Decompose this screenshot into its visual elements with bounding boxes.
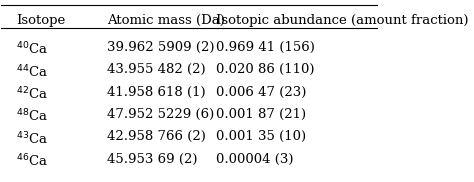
Text: 0.001 35 (10): 0.001 35 (10) xyxy=(216,130,306,143)
Text: 43.955 482 (2): 43.955 482 (2) xyxy=(107,63,206,76)
Text: Isotope: Isotope xyxy=(17,14,66,27)
Text: 39.962 5909 (2): 39.962 5909 (2) xyxy=(107,41,214,54)
Text: $^{44}$Ca: $^{44}$Ca xyxy=(17,63,48,80)
Text: 0.020 86 (110): 0.020 86 (110) xyxy=(216,63,315,76)
Text: 45.953 69 (2): 45.953 69 (2) xyxy=(107,153,197,166)
Text: 0.969 41 (156): 0.969 41 (156) xyxy=(216,41,315,54)
Text: $^{42}$Ca: $^{42}$Ca xyxy=(17,86,48,102)
Text: 0.001 87 (21): 0.001 87 (21) xyxy=(216,108,306,121)
Text: 41.958 618 (1): 41.958 618 (1) xyxy=(107,86,206,99)
Text: $^{43}$Ca: $^{43}$Ca xyxy=(17,130,48,147)
Text: 47.952 5229 (6): 47.952 5229 (6) xyxy=(107,108,214,121)
Text: Isotopic abundance (amount fraction): Isotopic abundance (amount fraction) xyxy=(216,14,469,27)
Text: $^{46}$Ca: $^{46}$Ca xyxy=(17,153,48,169)
Text: $^{40}$Ca: $^{40}$Ca xyxy=(17,41,48,57)
Text: $^{48}$Ca: $^{48}$Ca xyxy=(17,108,48,125)
Text: 0.006 47 (23): 0.006 47 (23) xyxy=(216,86,307,99)
Text: 0.00004 (3): 0.00004 (3) xyxy=(216,153,293,166)
Text: 42.958 766 (2): 42.958 766 (2) xyxy=(107,130,206,143)
Text: Atomic mass (Da): Atomic mass (Da) xyxy=(107,14,225,27)
